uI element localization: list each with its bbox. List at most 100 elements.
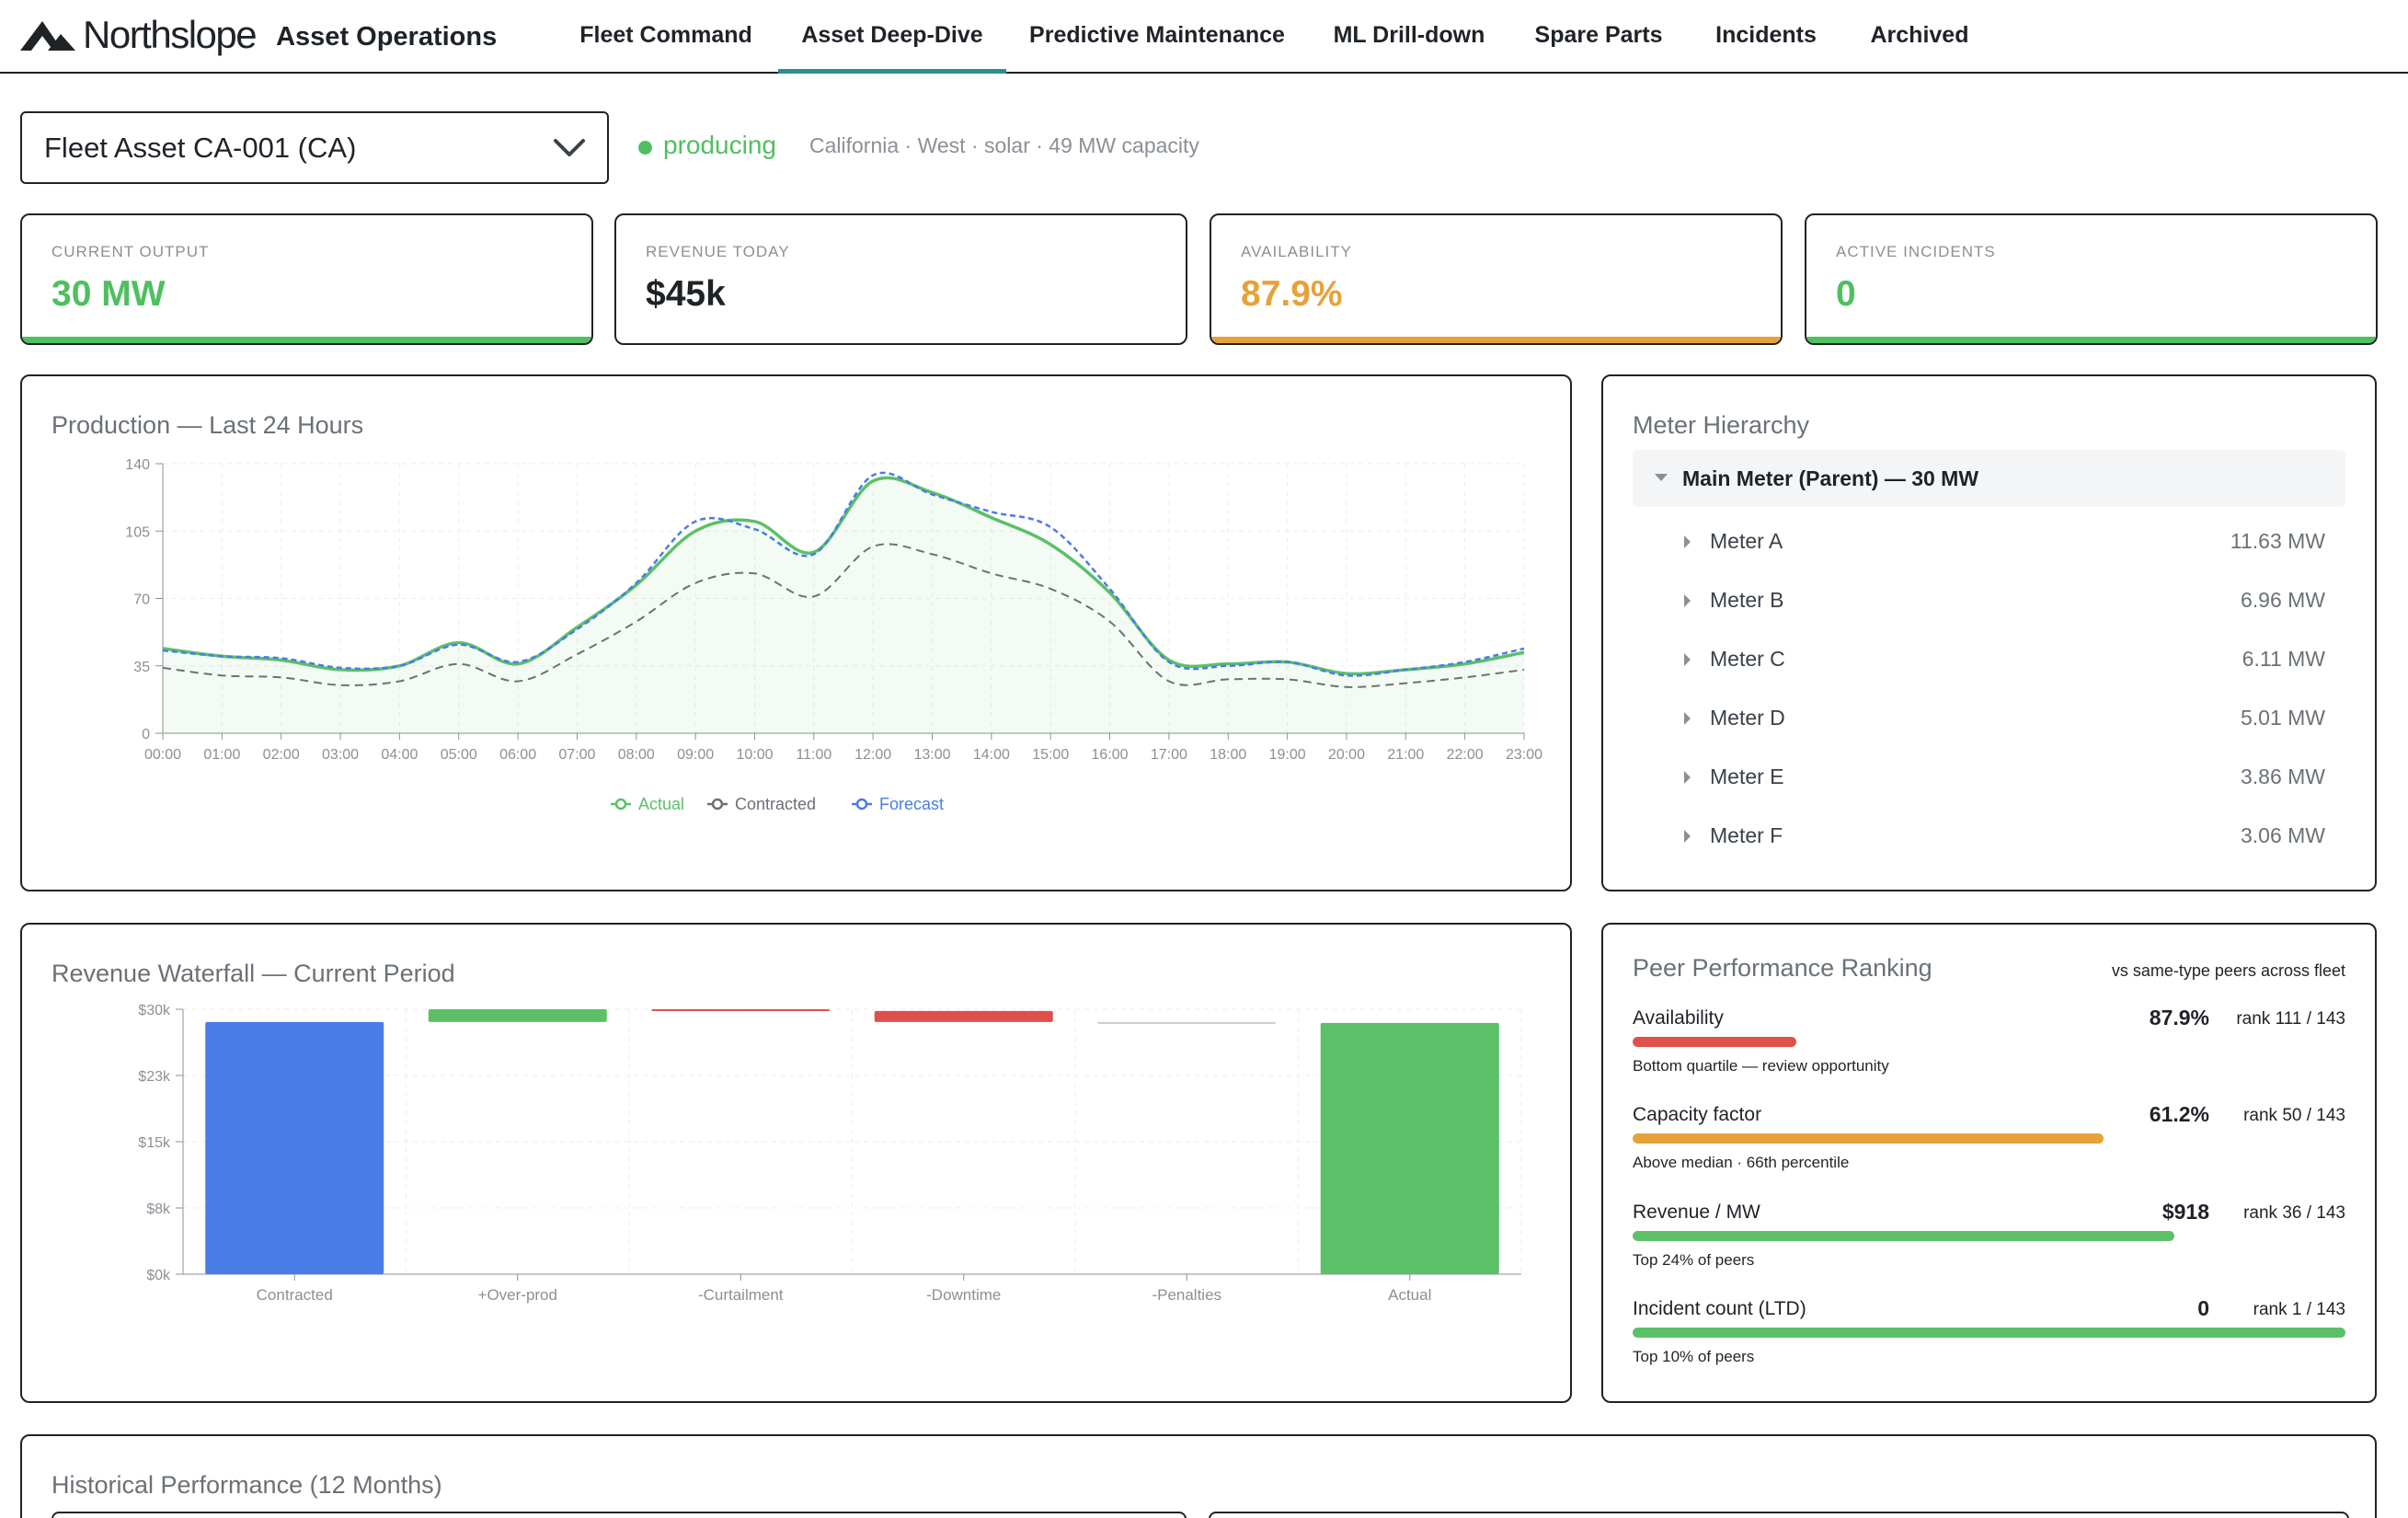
x-tick-label: 20:00 — [1328, 747, 1365, 763]
kpi-status-bar — [1211, 337, 1781, 343]
historical-panel: Historical Performance (12 Months) — [20, 1434, 2377, 1518]
peer-metric-row: Incident count (LTD) 0 rank 1 / 143 Top 10%… — [1633, 1296, 2345, 1390]
legend-label: Actual — [638, 795, 684, 813]
x-tick-label: 17:00 — [1151, 747, 1187, 763]
tab-ml-drill-down[interactable]: ML Drill-down — [1333, 22, 1485, 48]
meter-row[interactable]: Meter E 3.86 MW — [1633, 759, 2345, 796]
asset-meta: California · West · solar · 49 MW capaci… — [809, 133, 1199, 157]
peer-metric-rank: rank 50 / 143 — [2243, 1106, 2345, 1125]
x-tick-label: 12:00 — [854, 747, 891, 763]
tab-archived[interactable]: Archived — [1870, 22, 1969, 48]
x-tick-label: 13:00 — [913, 747, 950, 763]
kpi-availability: AVAILABILITY 87.9% — [1210, 213, 1783, 345]
x-tick-label: 19:00 — [1269, 747, 1306, 763]
x-tick-label: 01:00 — [203, 747, 240, 763]
x-tick-label: 07:00 — [558, 747, 595, 763]
caret-right-icon — [1684, 830, 1691, 843]
forecast-series-line — [162, 471, 1525, 677]
y-tick-label: $8k — [146, 1202, 171, 1217]
peer-progress-fill — [1633, 1231, 2174, 1241]
meter-row[interactable]: Meter F 3.06 MW — [1633, 818, 2345, 855]
peer-metric-row: Revenue / MW $918 rank 36 / 143 Top 24% of … — [1633, 1200, 2345, 1294]
kpi-revenue-today: REVENUE TODAY $45k — [614, 213, 1187, 345]
kpi-value: 0 — [1836, 274, 1856, 314]
y-tick-label: 0 — [142, 727, 150, 742]
peer-metric-note: Top 24% of peers — [1633, 1251, 1755, 1269]
y-tick-label: 70 — [133, 592, 150, 608]
caret-right-icon — [1684, 653, 1691, 666]
x-tick-label: 02:00 — [263, 747, 300, 763]
meter-name: Meter B — [1710, 588, 1784, 612]
tab-spare-parts[interactable]: Spare Parts — [1534, 22, 1663, 48]
meter-name: Meter D — [1710, 706, 1785, 730]
legend-marker — [855, 798, 868, 811]
peer-metric-label: Availability — [1633, 1007, 1724, 1029]
panel-title: Peer Performance Ranking — [1633, 954, 1932, 982]
meter-value: 11.63 MW — [2230, 529, 2325, 553]
waterfall-bar — [428, 1009, 607, 1022]
meter-name: Meter A — [1710, 529, 1783, 553]
kpi-active-incidents: ACTIVE INCIDENTS 0 — [1805, 213, 2378, 345]
tab-predictive-maintenance[interactable]: Predictive Maintenance — [1029, 22, 1285, 48]
x-tick-label: 18:00 — [1210, 747, 1246, 763]
meter-value: 3.86 MW — [2240, 765, 2325, 788]
meter-row[interactable]: Meter B 6.96 MW — [1633, 582, 2345, 619]
panel-title: Revenue Waterfall — Current Period — [52, 960, 455, 987]
x-tick-label: -Penalties — [1152, 1286, 1221, 1304]
caret-down-icon — [1655, 474, 1668, 481]
y-tick-label: 35 — [133, 660, 150, 675]
x-tick-label: 08:00 — [618, 747, 655, 763]
panel-title: Meter Hierarchy — [1633, 411, 1810, 439]
revenue-waterfall-panel: Revenue Waterfall — Current Period $0k $8… — [20, 923, 1572, 1403]
kpi-label: AVAILABILITY — [1241, 243, 1352, 260]
x-tick-label: 00:00 — [144, 747, 181, 763]
panel-title: Historical Performance (12 Months) — [52, 1471, 442, 1499]
mountain-logo-icon — [20, 21, 75, 51]
kpi-value: 30 MW — [52, 274, 166, 314]
peer-metric-row: Capacity factor 61.2% rank 50 / 143 Above m… — [1633, 1102, 2345, 1196]
y-tick-label: $15k — [138, 1135, 171, 1151]
contracted-series-line — [162, 543, 1525, 688]
top-nav: Northslope Asset Operations Fleet Comman… — [0, 0, 2408, 74]
x-tick-label: 11:00 — [796, 747, 831, 763]
asset-select-value: Fleet Asset CA-001 (CA) — [44, 132, 357, 164]
brand-logo[interactable]: Northslope Asset Operations — [20, 13, 497, 57]
x-tick-label: Contracted — [257, 1286, 333, 1304]
status-dot-icon — [638, 141, 652, 155]
tab-asset-deep-dive[interactable]: Asset Deep-Dive — [778, 0, 1006, 74]
peer-progress-fill — [1633, 1328, 2345, 1338]
meter-name: Meter C — [1710, 647, 1785, 671]
peer-subtitle: vs same-type peers across fleet — [2111, 961, 2345, 980]
peer-progress-track — [1633, 1231, 2345, 1241]
asset-select-dropdown[interactable]: Fleet Asset CA-001 (CA) — [20, 111, 609, 184]
waterfall-bar — [1320, 1022, 1499, 1274]
peer-metric-value: 61.2% — [2149, 1102, 2209, 1126]
peer-metric-rank: rank 36 / 143 — [2243, 1203, 2345, 1223]
legend-marker — [711, 798, 724, 811]
peer-metric-label: Revenue / MW — [1633, 1202, 1760, 1223]
peer-progress-track — [1633, 1328, 2345, 1338]
peer-metric-value: $918 — [2161, 1200, 2209, 1224]
caret-right-icon — [1684, 771, 1691, 784]
app-name: Asset Operations — [276, 21, 498, 52]
meter-parent-row[interactable]: Main Meter (Parent) — 30 MW — [1633, 450, 2345, 507]
tab-incidents[interactable]: Incidents — [1715, 22, 1817, 48]
meter-row[interactable]: Meter C 6.11 MW — [1633, 641, 2345, 678]
meter-row[interactable]: Meter A 11.63 MW — [1633, 523, 2345, 560]
legend-marker — [614, 798, 627, 811]
waterfall-chart: $0k $8k $15k $23k $30k Contracted +Over-prod -C… — [138, 1003, 1522, 1304]
meter-row[interactable]: Meter D 5.01 MW — [1633, 700, 2345, 737]
x-tick-label: 10:00 — [736, 747, 773, 763]
meter-value: 6.96 MW — [2240, 588, 2325, 612]
peer-metric-note: Above median · 66th percentile — [1633, 1154, 1850, 1171]
waterfall-bar — [205, 1021, 384, 1274]
kpi-label: REVENUE TODAY — [646, 243, 790, 260]
peer-metric-note: Top 10% of peers — [1633, 1348, 1755, 1365]
x-tick-label: 05:00 — [441, 747, 477, 763]
kpi-current-output: CURRENT OUTPUT 30 MW — [20, 213, 593, 345]
x-tick-label: +Over-prod — [478, 1286, 557, 1304]
tab-fleet-command[interactable]: Fleet Command — [579, 22, 752, 48]
y-tick-label: $30k — [138, 1003, 171, 1018]
kpi-label: ACTIVE INCIDENTS — [1836, 243, 1996, 260]
caret-right-icon — [1684, 594, 1691, 607]
